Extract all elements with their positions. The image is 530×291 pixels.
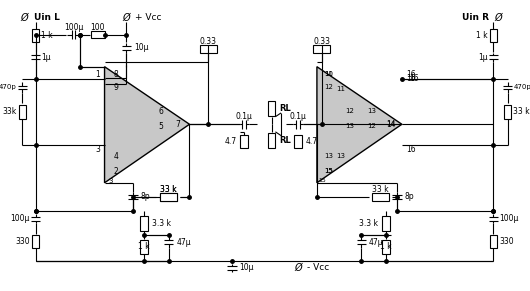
Text: 4.7: 4.7 [306, 137, 317, 146]
Text: 330: 330 [15, 237, 30, 246]
Text: 1 k: 1 k [380, 242, 392, 251]
Bar [268, 101, 276, 116]
Bar [372, 193, 388, 201]
Text: 16: 16 [407, 145, 416, 154]
Text: RL: RL [279, 136, 291, 145]
Text: 4: 4 [113, 152, 118, 161]
Text: + Vcc: + Vcc [135, 13, 161, 22]
Text: RL: RL [279, 104, 291, 113]
Bar [140, 240, 148, 253]
Bar [140, 216, 148, 231]
Text: 33 k: 33 k [161, 185, 177, 194]
Text: 3.3 k: 3.3 k [359, 219, 378, 228]
Text: 8: 8 [113, 70, 118, 79]
Bar [490, 235, 497, 248]
Bar [241, 135, 248, 148]
Text: 16: 16 [407, 70, 416, 79]
Text: 8p: 8p [140, 192, 150, 201]
Text: 100μ: 100μ [499, 214, 518, 223]
Text: 1: 1 [95, 70, 100, 79]
Text: 33 k: 33 k [513, 107, 530, 116]
Text: 100μ: 100μ [64, 22, 83, 31]
Text: 1μ: 1μ [41, 53, 51, 62]
Text: 12: 12 [324, 84, 333, 91]
Bar [32, 29, 39, 42]
Text: 1 k: 1 k [41, 31, 53, 40]
Bar [160, 193, 177, 201]
Text: 15: 15 [324, 168, 333, 175]
Text: 6: 6 [159, 107, 164, 116]
Text: 13: 13 [324, 153, 333, 159]
Text: 100: 100 [91, 22, 105, 31]
Text: 1 k: 1 k [476, 31, 488, 40]
Text: - Vcc: - Vcc [307, 263, 330, 272]
Bar [490, 29, 497, 42]
Text: 0.33: 0.33 [313, 37, 330, 46]
Text: 12: 12 [346, 108, 355, 114]
Bar [268, 133, 276, 148]
Text: 33 k: 33 k [161, 185, 177, 194]
Text: 8p: 8p [405, 192, 414, 201]
Text: 13: 13 [336, 153, 345, 159]
Text: 47μ: 47μ [369, 238, 383, 247]
Text: 100μ: 100μ [11, 214, 30, 223]
Text: 10μ: 10μ [240, 263, 254, 272]
Text: 10μ: 10μ [134, 43, 148, 52]
Text: 470p: 470p [0, 84, 17, 91]
Text: 0.1μ: 0.1μ [289, 112, 306, 121]
Text: Uin R: Uin R [462, 13, 489, 22]
Text: 13: 13 [346, 123, 355, 129]
Bar [91, 31, 104, 38]
Bar [160, 193, 177, 201]
Text: 3: 3 [108, 178, 112, 184]
Text: 3: 3 [95, 145, 100, 154]
Text: Uin L: Uin L [34, 13, 60, 22]
Text: 10: 10 [324, 71, 333, 77]
Text: 15: 15 [324, 168, 333, 175]
Text: 330: 330 [499, 237, 514, 246]
Text: 1μ: 1μ [478, 53, 488, 62]
Bar [200, 45, 217, 53]
Text: 11: 11 [324, 71, 333, 77]
Text: Ø: Ø [122, 13, 130, 23]
Text: 0.33: 0.33 [200, 37, 217, 46]
Text: 15: 15 [319, 178, 326, 183]
Text: 7: 7 [176, 120, 181, 129]
Text: 33 k: 33 k [372, 185, 388, 194]
Text: 14: 14 [386, 121, 395, 127]
Text: 2: 2 [113, 167, 118, 176]
Text: 13: 13 [367, 108, 376, 114]
Text: 3.3 k: 3.3 k [152, 219, 171, 228]
Text: 0.1μ: 0.1μ [236, 112, 253, 121]
Polygon shape [317, 67, 402, 183]
Text: 33k: 33k [3, 107, 17, 116]
Text: 14: 14 [386, 120, 395, 129]
Text: 4.7: 4.7 [225, 137, 237, 146]
Text: 1 k: 1 k [138, 242, 150, 251]
Text: 470p: 470p [513, 84, 530, 91]
Text: 9: 9 [113, 83, 118, 92]
Bar [382, 240, 390, 253]
Text: 5: 5 [159, 122, 164, 131]
Text: 12: 12 [367, 123, 376, 129]
Bar [313, 45, 330, 53]
Text: 16: 16 [407, 74, 416, 84]
Bar [504, 105, 511, 119]
Text: Ø: Ø [21, 13, 28, 23]
Bar [294, 135, 302, 148]
Text: Ø: Ø [294, 263, 302, 273]
Bar [19, 105, 26, 119]
Bar [32, 235, 39, 248]
Bar [382, 216, 390, 231]
Text: 47μ: 47μ [176, 238, 191, 247]
Text: Ø: Ø [494, 13, 502, 23]
Text: 16: 16 [409, 74, 419, 84]
Text: 11: 11 [336, 86, 345, 92]
Polygon shape [104, 67, 190, 183]
